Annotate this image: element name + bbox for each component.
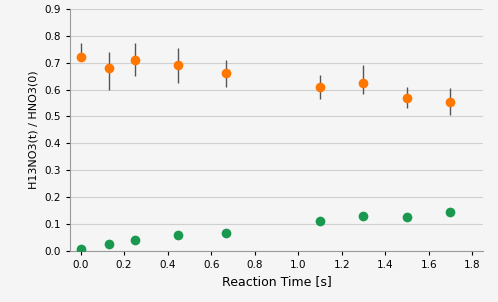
Y-axis label: H13NO3(t) / HNO3(0): H13NO3(t) / HNO3(0) <box>29 71 39 189</box>
X-axis label: Reaction Time [s]: Reaction Time [s] <box>222 275 331 288</box>
